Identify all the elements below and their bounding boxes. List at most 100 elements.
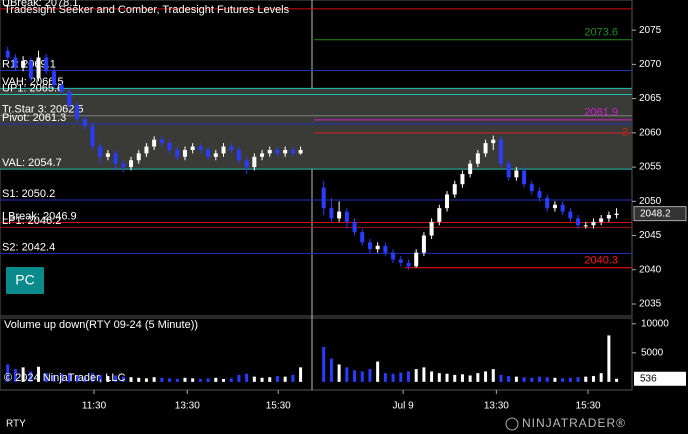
level-label: Tr.Star 3: 2062.5 [2, 104, 84, 116]
candle-body [583, 225, 588, 227]
volume-bar [399, 372, 403, 382]
symbol: RTY [6, 419, 26, 430]
x-tick-label: 13:30 [484, 401, 509, 412]
volume-bar [29, 371, 33, 382]
candle-body [105, 153, 110, 157]
candle-body [144, 146, 149, 154]
volume-bar [530, 377, 534, 382]
level-label: LBreak: 2046.9 [2, 210, 77, 222]
volume-bar [445, 373, 449, 382]
candle-body [113, 153, 118, 164]
volume-bar [106, 376, 110, 382]
candle-body [198, 146, 203, 150]
candle-body [360, 232, 365, 243]
candle-body [236, 149, 241, 161]
volume-bar [538, 376, 542, 382]
candle-body [213, 153, 218, 157]
volume-bar [75, 375, 79, 382]
x-tick-label: 15:30 [266, 401, 291, 412]
candle-body [44, 57, 49, 72]
last-volume-box [634, 371, 686, 386]
volume-bar [322, 347, 326, 382]
candle-body [367, 242, 372, 250]
pc-button[interactable] [6, 267, 44, 294]
candle-body [483, 143, 488, 154]
y-tick-label: 2050 [639, 196, 662, 207]
candle-body [152, 139, 157, 147]
candle-body [98, 146, 103, 157]
candle-body [414, 252, 419, 267]
candle-body [560, 204, 565, 212]
volume-bar [391, 373, 395, 382]
volume-bar [268, 377, 272, 382]
volume-bar [353, 370, 357, 382]
candle-body [468, 163, 473, 174]
y-tick-label: 2035 [639, 299, 662, 310]
candle-body [545, 197, 550, 209]
volume-bar [430, 371, 434, 382]
candle-body [182, 149, 187, 157]
candle-body [576, 218, 581, 226]
volume-bar [499, 374, 503, 382]
volume-bar [67, 374, 71, 382]
volume-bar [98, 374, 102, 382]
x-tick-label: 15:30 [576, 401, 601, 412]
level-label: S1: 2050.2 [2, 188, 55, 200]
candle-body [5, 50, 10, 58]
volume-bar [245, 373, 249, 382]
candle-body [506, 163, 511, 178]
volume-panel [0, 317, 633, 391]
candle-body [159, 139, 164, 144]
volume-bar [168, 378, 172, 382]
candle-body [599, 218, 604, 222]
volume-bar [553, 377, 557, 382]
candle-body [190, 146, 195, 150]
candle-body [445, 194, 450, 209]
level-label: VAH: 2066.5 [2, 76, 64, 88]
level-label: VAL: 2054.7 [2, 157, 62, 169]
candle-body [352, 221, 357, 233]
volume-bar [37, 366, 41, 382]
volume-bar [260, 377, 264, 382]
volume-bar [345, 367, 349, 382]
volume-bar [252, 376, 256, 382]
right-level-label: 2 [622, 127, 628, 139]
volume-bar [437, 373, 441, 382]
level-label: UBreak: 2078.1 [2, 0, 78, 9]
candle-body [206, 149, 211, 157]
last-price-label: 2048.2 [640, 208, 671, 219]
volume-bar [468, 375, 472, 382]
pc-button-label[interactable]: PC [15, 272, 34, 288]
candle-body [398, 259, 403, 263]
candle-body [67, 91, 72, 106]
candle-body [514, 170, 519, 178]
volume-bar [568, 377, 572, 382]
volume-bar [337, 364, 341, 382]
volume-bar [206, 378, 210, 382]
volume-bar [83, 376, 87, 382]
volume-bar [561, 378, 565, 382]
volume-bar [376, 361, 380, 382]
candle-body [421, 235, 426, 253]
chart-title: Tradesight Seeker and Comber, Tradesight… [4, 4, 290, 16]
volume-bar [283, 376, 287, 382]
volume-bar [360, 371, 364, 382]
candle-body [136, 153, 141, 161]
volume-bar [90, 373, 94, 382]
volume-bar [6, 364, 10, 382]
volume-title: Volume up down(RTY 09-24 (5 Minute)) [4, 319, 198, 331]
x-tick-label: Jul 9 [393, 401, 415, 412]
volume-bar [383, 373, 387, 382]
candle-body [275, 149, 280, 154]
x-tick-label: 11:30 [82, 401, 107, 412]
candle-body [129, 160, 134, 168]
volume-bar [406, 371, 410, 382]
candle-body [429, 221, 434, 236]
candle-body [568, 211, 573, 219]
y-tick-label: 2045 [639, 230, 662, 241]
candle-body [606, 215, 611, 219]
last-volume-label: 536 [640, 373, 657, 384]
volume-bar [368, 369, 372, 382]
volume-bar [414, 369, 418, 382]
volume-bar [576, 377, 580, 382]
